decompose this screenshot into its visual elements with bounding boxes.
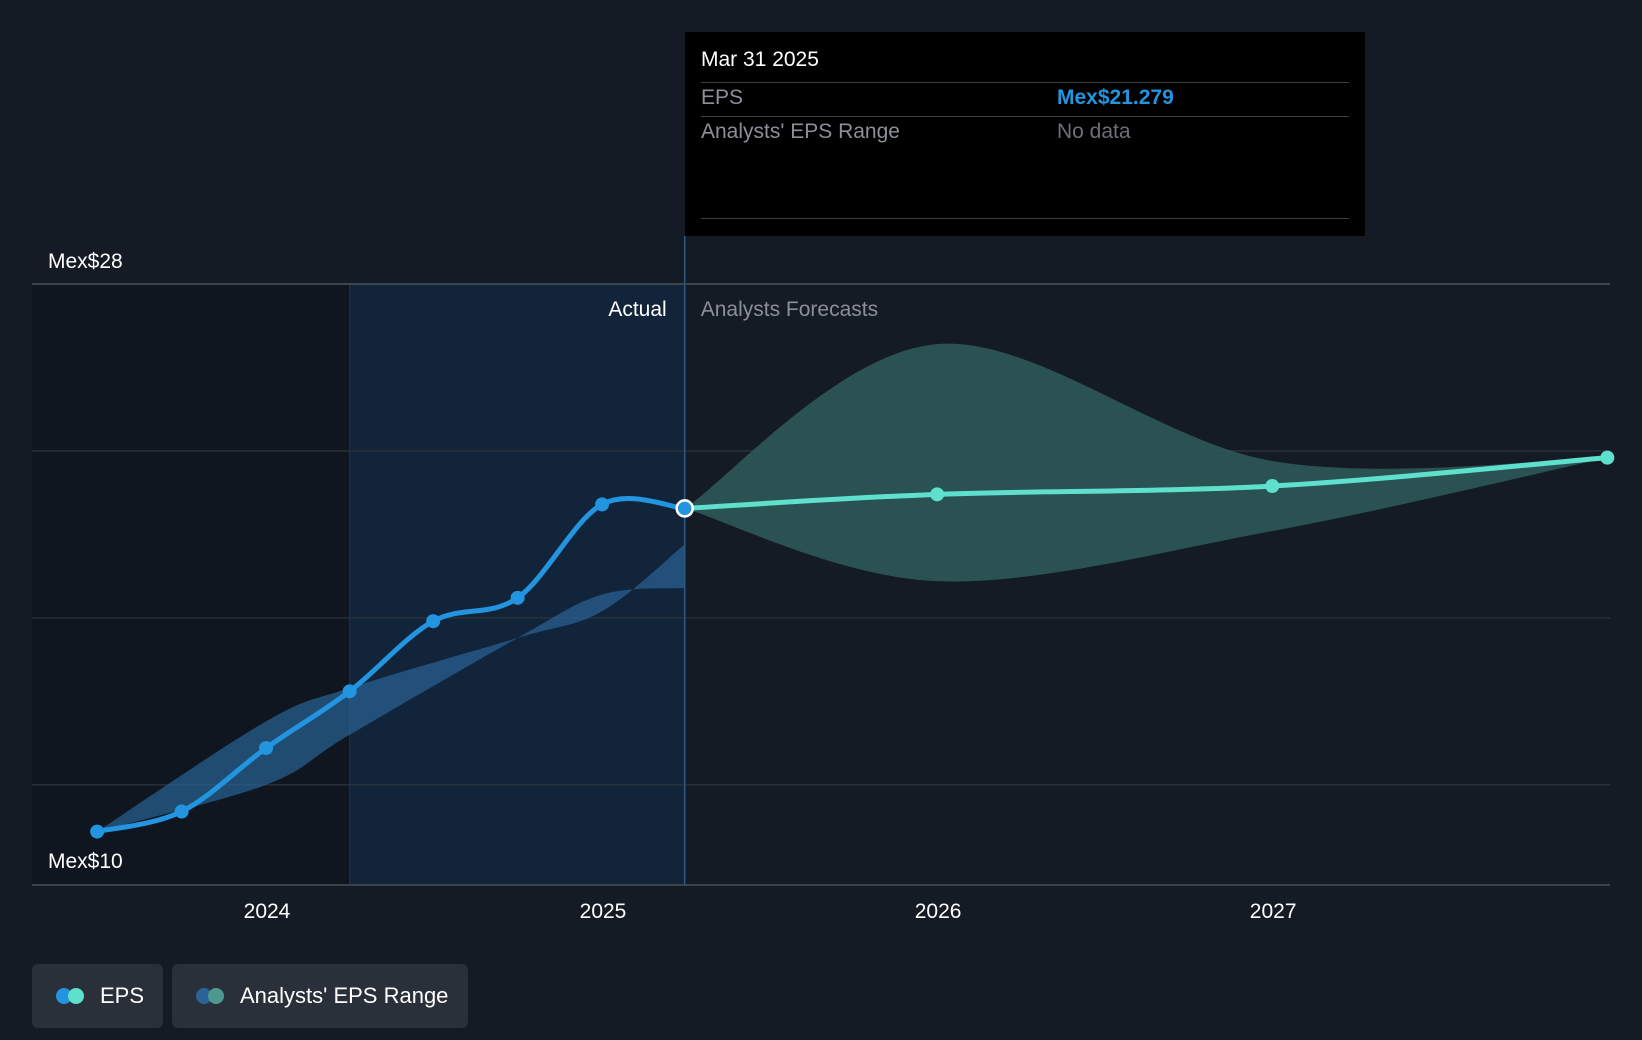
- highlighted-point: [675, 499, 694, 518]
- tooltip-eps-label: EPS: [701, 86, 744, 109]
- range-area-forecast: [684, 343, 1608, 582]
- y-axis-bottom-label: Mex$10: [48, 850, 123, 873]
- x-tick-2024: 2024: [244, 900, 291, 923]
- legend-item-eps-range[interactable]: Analysts' EPS Range: [172, 964, 468, 1028]
- eps-line-actual: [94, 496, 688, 835]
- x-tick-2025: 2025: [580, 900, 627, 923]
- eps-point-actual: [426, 614, 441, 629]
- legend-label-eps: EPS: [100, 983, 145, 1008]
- tooltip-divider: [701, 82, 1349, 83]
- tooltip-divider: [701, 218, 1349, 219]
- tooltip: Mar 31 2025 EPS Mex$21.279 Analysts' EPS…: [685, 32, 1365, 236]
- eps-line-forecast: [682, 455, 1610, 511]
- x-tick-2026: 2026: [915, 900, 962, 923]
- tooltip-date: Mar 31 2025: [701, 48, 819, 71]
- actual-region-label: Actual: [608, 298, 666, 321]
- eps-point-actual: [595, 497, 610, 512]
- tooltip-range-label: Analysts' EPS Range: [701, 120, 900, 143]
- forecast-region-label: Analysts Forecasts: [701, 298, 878, 321]
- legend-label-eps-range: Analysts' EPS Range: [240, 983, 449, 1008]
- eps-point-forecast: [1600, 450, 1615, 465]
- eps-range-legend-icon: [196, 988, 226, 1004]
- tooltip-range-value: No data: [1057, 120, 1131, 143]
- y-axis-top-label: Mex$28: [48, 250, 123, 273]
- eps-point-actual: [90, 824, 105, 839]
- actual-band: [349, 284, 685, 885]
- legend-item-eps[interactable]: EPS: [32, 964, 163, 1028]
- eps-point-actual: [510, 590, 525, 605]
- range-area-actual: [97, 544, 685, 832]
- tooltip-eps-value: Mex$21.279: [1057, 86, 1174, 109]
- eps-legend-icon: [56, 988, 86, 1004]
- eps-point-actual: [342, 684, 357, 699]
- eps-point-actual: [259, 741, 274, 756]
- x-tick-2027: 2027: [1250, 900, 1297, 923]
- eps-point-forecast: [930, 487, 945, 502]
- eps-point-actual: [174, 804, 189, 819]
- eps-point-forecast: [1265, 479, 1280, 494]
- tooltip-divider: [701, 116, 1349, 117]
